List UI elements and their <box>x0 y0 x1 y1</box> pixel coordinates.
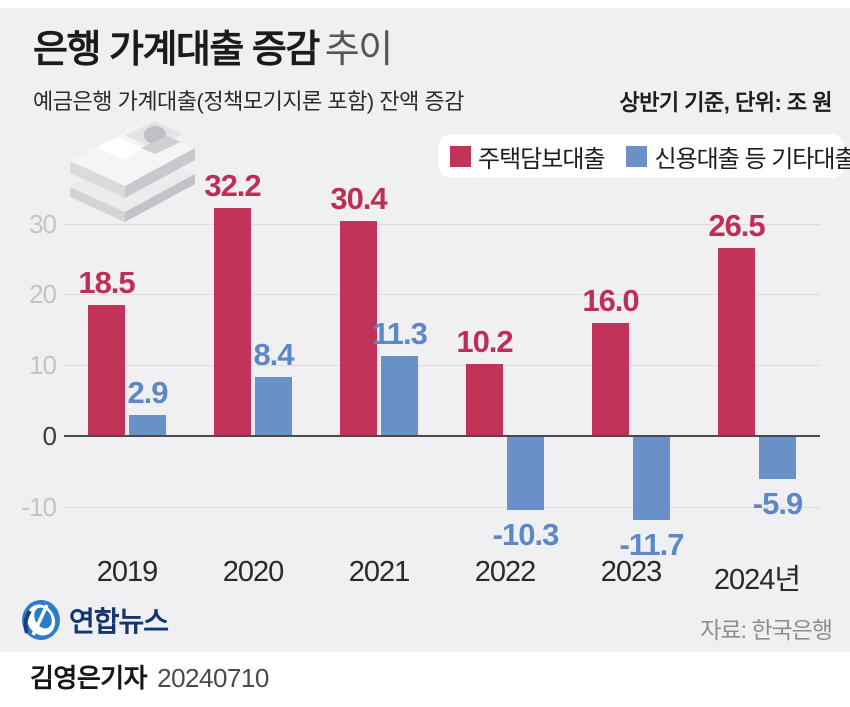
legend-label-credit: 신용대출 등 기타대출 <box>654 145 850 173</box>
bar-value-label: 18.5 <box>78 265 135 301</box>
bar-value-label: 2.9 <box>127 375 168 411</box>
mortgage-bar-2020 <box>214 208 251 436</box>
bar-value-label: -10.3 <box>492 516 560 552</box>
bar-value-label: 10.2 <box>456 323 513 359</box>
agency-name: 연합뉴스 <box>69 606 169 637</box>
mortgage-bar-2023 <box>592 322 629 436</box>
y-tick-label: 10 <box>29 350 57 381</box>
x-axis-label: 2023 <box>600 556 663 588</box>
credit-bar-2024년 <box>759 437 796 479</box>
chart-subtitle: 예금은행 가계대출(정책모기지론 포함) 잔액 증감 <box>33 89 464 114</box>
chart-legend: 주택담보대출 신용대출 등 기타대출 <box>438 134 850 178</box>
credit-bar-2019 <box>129 415 166 436</box>
unit-note: 상반기 기준, 단위: 조 원 <box>619 90 832 115</box>
grid-line <box>64 223 820 225</box>
chart-card <box>0 8 850 652</box>
x-axis-label: 2020 <box>222 556 285 588</box>
source-credit: 자료: 한국은행 <box>700 617 833 643</box>
byline: 김영은기자 20240710 <box>30 658 269 695</box>
agency-brand: 연합뉴스 <box>21 599 169 641</box>
y-tick-label: -10 <box>21 491 57 522</box>
x-axis-label: 2024년 <box>713 564 801 596</box>
bar-value-label: 8.4 <box>253 336 294 372</box>
bar-value-label: 32.2 <box>204 168 261 204</box>
y-tick-label: 20 <box>29 279 57 310</box>
bar-value-label: 11.3 <box>372 315 428 351</box>
title-suffix: 추이 <box>324 29 393 71</box>
page-title: 은행 가계대출 증감 추이 <box>33 18 393 73</box>
credit-swatch-icon <box>626 145 648 167</box>
mortgage-swatch-icon <box>450 145 471 167</box>
grid-line <box>64 294 820 296</box>
bar-value-label: 30.4 <box>330 180 387 216</box>
title-main: 은행 가계대출 증감 <box>33 29 320 71</box>
byline-reporter: 김영은기자 <box>30 663 148 693</box>
mortgage-bar-2024년 <box>718 248 755 436</box>
grid-line <box>64 506 820 508</box>
y-tick-label: 0 <box>42 421 57 451</box>
legend-label-mortgage: 주택담보대출 <box>478 145 605 173</box>
yonhap-logo-icon <box>22 600 60 640</box>
y-tick-label: 30 <box>29 208 57 239</box>
bar-value-label: -11.7 <box>619 526 685 562</box>
x-axis-label: 2019 <box>96 556 159 588</box>
bar-value-label: 16.0 <box>582 282 639 318</box>
credit-bar-2021 <box>381 355 418 436</box>
banknotes-icon <box>70 121 195 222</box>
mortgage-bar-2019 <box>88 305 125 436</box>
byline-date: 20240710 <box>157 663 269 693</box>
legend-item-mortgage: 주택담보대출 <box>450 139 605 174</box>
grid-line <box>64 365 820 367</box>
mortgage-bar-2022 <box>466 363 503 436</box>
x-axis-label: 2021 <box>348 556 411 588</box>
x-axis-label: 2022 <box>474 556 537 588</box>
legend-item-credit: 신용대출 등 기타대출 <box>626 139 850 174</box>
bar-value-label: 26.5 <box>708 208 765 244</box>
credit-bar-2023 <box>633 437 670 520</box>
mortgage-bar-2021 <box>340 220 377 436</box>
zero-axis-line <box>64 435 820 437</box>
bar-value-label: -5.9 <box>752 485 803 521</box>
credit-bar-2020 <box>255 376 292 436</box>
credit-bar-2022 <box>507 437 544 510</box>
